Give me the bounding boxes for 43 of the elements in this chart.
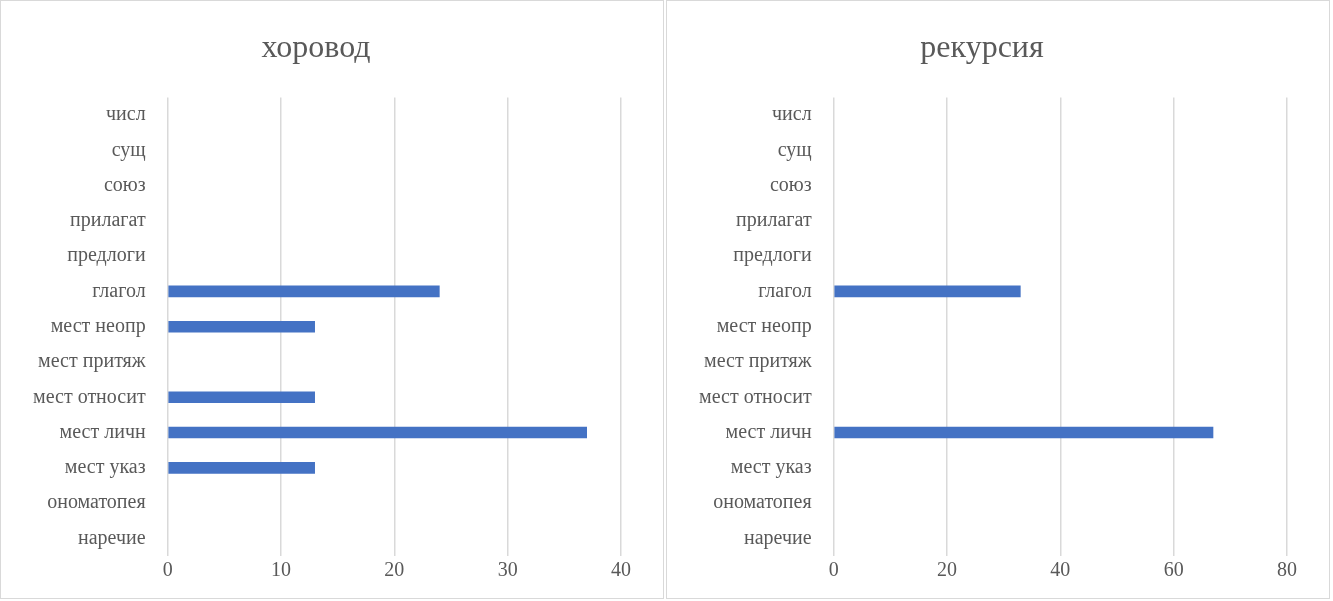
y-tick-label: мест неопр bbox=[50, 313, 146, 337]
y-tick-label: мест неопр bbox=[716, 313, 812, 337]
x-tick-label: 40 bbox=[1050, 558, 1071, 581]
y-tick-label: мест указ bbox=[730, 455, 812, 479]
y-tick-label: мест притяж bbox=[38, 349, 146, 373]
y-tick-label: наречие bbox=[744, 525, 812, 549]
bar bbox=[168, 461, 315, 474]
x-tick-label: 0 bbox=[828, 558, 839, 581]
x-tick-label: 20 bbox=[384, 558, 405, 581]
bar bbox=[168, 285, 440, 298]
y-tick-label: наречие bbox=[78, 525, 146, 549]
x-tick-label: 0 bbox=[162, 558, 173, 581]
bar bbox=[168, 391, 315, 404]
y-tick-label: сущ bbox=[777, 137, 812, 161]
y-tick-label: ономатопея bbox=[713, 490, 812, 513]
y-tick-label: предлоги bbox=[733, 243, 812, 267]
y-tick-label: союз bbox=[769, 172, 812, 195]
bar bbox=[168, 320, 315, 333]
y-tick-label: мест притяж bbox=[704, 349, 812, 373]
y-tick-label: глагол bbox=[92, 278, 146, 301]
y-tick-label: прилагат bbox=[70, 208, 146, 232]
x-tick-label: 80 bbox=[1277, 558, 1297, 581]
y-tick-label: прилагат bbox=[736, 208, 812, 232]
y-tick-label: мест личн bbox=[725, 419, 812, 442]
bar bbox=[168, 426, 587, 439]
y-tick-label: мест личн bbox=[59, 419, 146, 442]
chart-title: хоровод bbox=[261, 27, 371, 64]
y-tick-label: сущ bbox=[111, 137, 146, 161]
x-tick-label: 40 bbox=[611, 558, 631, 581]
y-tick-label: союз bbox=[103, 172, 146, 195]
y-tick-label: ономатопея bbox=[47, 490, 146, 513]
y-tick-label: мест указ bbox=[64, 455, 146, 479]
y-tick-label: числ bbox=[772, 102, 812, 125]
y-tick-label: мест относит bbox=[698, 384, 812, 407]
y-tick-label: предлоги bbox=[67, 243, 146, 267]
y-tick-label: глагол bbox=[758, 278, 812, 301]
x-tick-label: 30 bbox=[497, 558, 518, 581]
y-tick-label: мест относит bbox=[32, 384, 146, 407]
chart-title: рекурсия bbox=[920, 27, 1044, 64]
x-tick-label: 10 bbox=[270, 558, 291, 581]
x-tick-label: 20 bbox=[936, 558, 957, 581]
x-tick-label: 60 bbox=[1163, 558, 1184, 581]
y-tick-label: числ bbox=[106, 102, 146, 125]
